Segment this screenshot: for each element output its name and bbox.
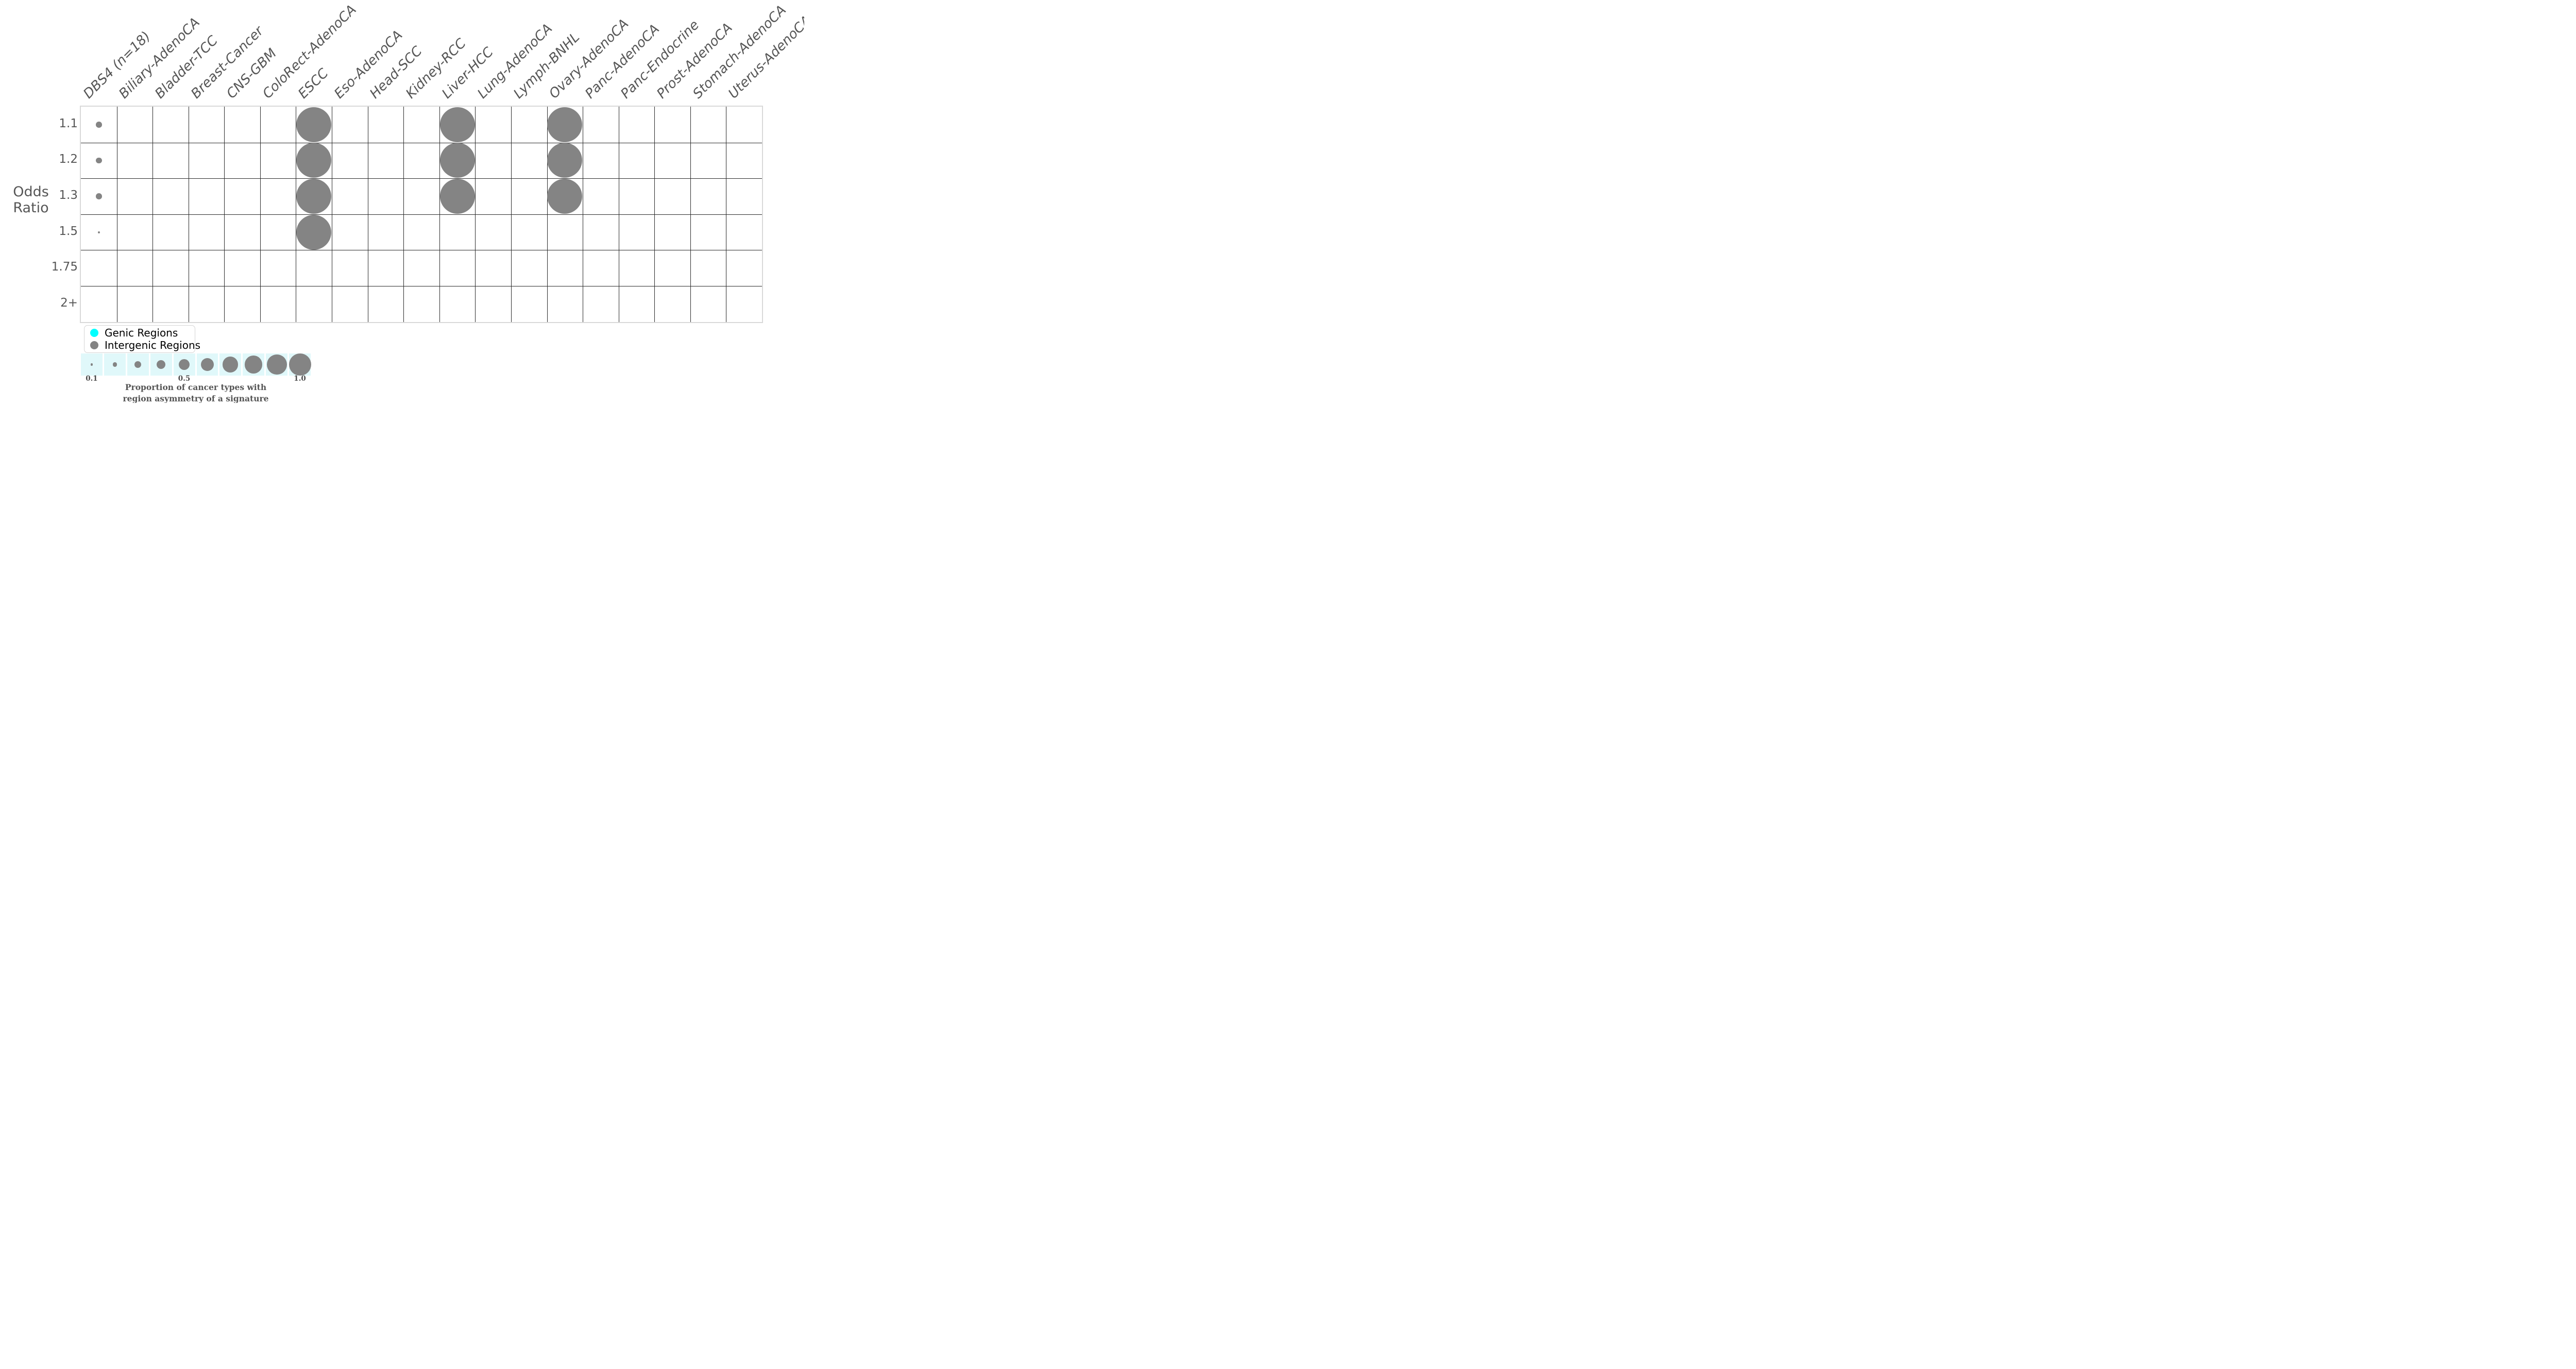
data-bubble: [96, 157, 102, 164]
size-scale-bubble: [157, 360, 166, 369]
grid-hline: [81, 178, 762, 179]
row-label: 1.75: [51, 260, 78, 274]
size-scale-bubble: [245, 356, 263, 374]
size-scale-cell: [150, 353, 172, 376]
size-scale-tick: 0.5: [178, 375, 191, 383]
size-scale-bubble: [112, 362, 117, 367]
size-scale-cell: [104, 353, 126, 376]
data-bubble: [296, 107, 332, 142]
y-axis-title-line1: Odds: [13, 184, 49, 200]
data-bubble: [96, 122, 102, 128]
column-header: ESCC: [295, 65, 332, 102]
genic-regions-marker-icon: [90, 329, 98, 337]
size-scale-cell: [219, 353, 242, 376]
size-scale-cell: [243, 353, 265, 376]
size-scale-cell: [127, 353, 149, 376]
y-axis-title: Odds Ratio: [4, 184, 58, 216]
legend-label-genic: Genic Regions: [105, 327, 178, 339]
data-bubble: [296, 178, 332, 214]
size-scale-caption: Proportion of cancer types with region a…: [123, 382, 269, 403]
legend-box: Genic Regions Intergenic Regions: [84, 325, 200, 353]
size-scale-tick: 0.1: [86, 375, 98, 383]
size-scale-cell: [196, 353, 218, 376]
size-scale-caption-line1: Proportion of cancer types with: [125, 382, 267, 392]
size-scale-caption-line2: region asymmetry of a signature: [123, 394, 269, 403]
data-bubble: [547, 107, 583, 142]
data-bubble: [547, 143, 583, 178]
data-bubble: [439, 107, 475, 142]
legend-label-intergenic: Intergenic Regions: [105, 339, 201, 351]
legend-item-genic: Genic Regions: [84, 327, 195, 339]
size-scale-cell: [173, 353, 195, 376]
data-bubble: [547, 178, 583, 214]
plot-grid: [80, 106, 763, 323]
bubble-size-scale: [81, 353, 311, 376]
row-label: 2+: [60, 296, 78, 310]
legend-item-intergenic: Intergenic Regions: [84, 339, 200, 351]
row-label: 1.1: [59, 116, 78, 130]
size-scale-bubble: [178, 359, 190, 370]
data-bubble: [296, 143, 332, 178]
size-scale-bubble: [134, 361, 142, 368]
intergenic-regions-marker-icon: [90, 341, 98, 349]
data-bubble: [296, 214, 332, 250]
size-scale-bubble: [289, 353, 311, 376]
size-scale-bubble: [223, 357, 239, 373]
size-scale-bubble: [200, 358, 214, 371]
row-label: 1.5: [59, 224, 78, 238]
data-bubble: [97, 231, 100, 233]
bubble-matrix-figure: Odds Ratio DBS4 (n=18) Biliary-AdenoCA Bla…: [0, 0, 804, 403]
size-scale-cell: [266, 353, 288, 376]
y-axis-title-line2: Ratio: [13, 200, 49, 216]
data-bubble: [439, 178, 475, 214]
size-scale-cell: [289, 353, 311, 376]
row-label: 1.3: [59, 188, 78, 202]
size-scale-bubble: [266, 354, 287, 375]
size-scale-bubble: [90, 363, 93, 366]
data-bubble: [439, 143, 475, 178]
grid-hline: [81, 214, 762, 215]
data-bubble: [96, 193, 102, 199]
size-scale-cell: [81, 353, 103, 376]
size-scale-tick: 1.0: [294, 375, 306, 383]
row-label: 1.2: [59, 153, 78, 166]
